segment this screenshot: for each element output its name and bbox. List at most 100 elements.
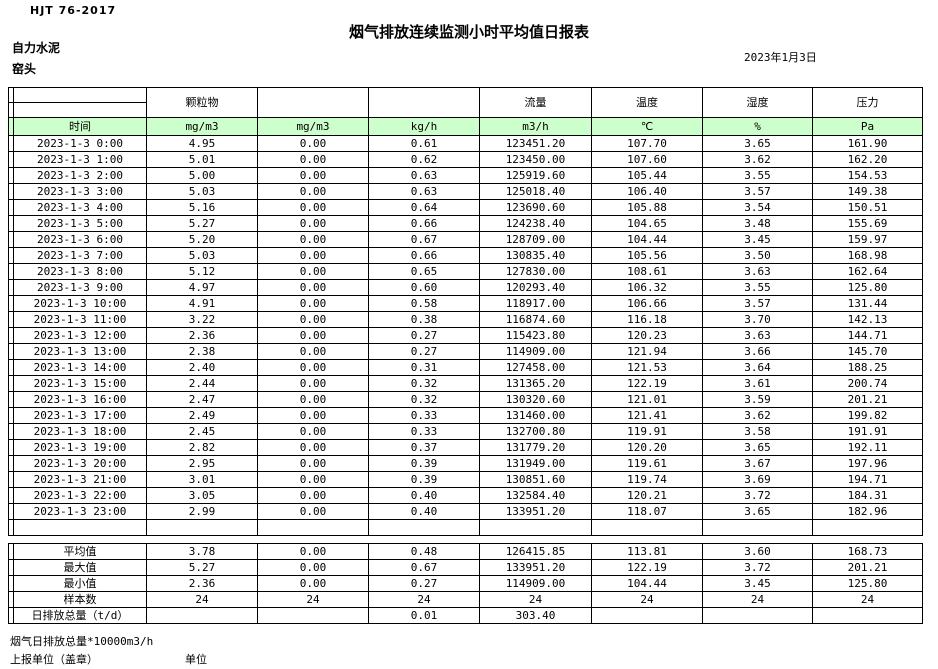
value-cell: 3.62: [702, 151, 813, 168]
value-cell: 122.19: [591, 375, 703, 392]
value-cell: 131949.00: [479, 455, 592, 472]
value-cell: 162.64: [812, 263, 923, 280]
value-cell: 118.07: [591, 503, 703, 520]
value-cell: 0.00: [257, 503, 369, 520]
value-cell: 0.00: [257, 151, 369, 168]
summary-label-cell: 日排放总量（t/d）: [13, 607, 147, 624]
value-cell: 116874.60: [479, 311, 592, 328]
summary-value-cell: 0.00: [257, 543, 369, 560]
value-cell: 154.53: [812, 167, 923, 184]
value-cell: 127458.00: [479, 359, 592, 376]
summary-row: 最大值 5.27 0.00 0.67 133951.20 122.19 3.72 201.21: [8, 559, 923, 576]
value-cell: 3.22: [146, 311, 258, 328]
value-cell: 105.88: [591, 199, 703, 216]
summary-value-cell: 24: [702, 591, 813, 608]
value-cell: 150.51: [812, 199, 923, 216]
value-cell: 0.32: [368, 375, 480, 392]
summary-value-cell: 113.81: [591, 543, 703, 560]
summary-value-cell: 5.27: [146, 559, 258, 576]
value-cell: 3.57: [702, 183, 813, 200]
time-cell: 2023-1-3 20:00: [13, 455, 147, 472]
value-cell: 123690.60: [479, 199, 592, 216]
summary-value-cell: [702, 607, 813, 624]
empty-cell: [812, 519, 923, 536]
value-cell: 123450.00: [479, 151, 592, 168]
time-cell: 2023-1-3 6:00: [13, 231, 147, 248]
time-cell: 2023-1-3 3:00: [13, 183, 147, 200]
hourly-data-row: 2023-1-3 14:00 2.40 0.00 0.31 127458.00 121.5…: [8, 359, 923, 376]
value-cell: 119.61: [591, 455, 703, 472]
summary-value-cell: 104.44: [591, 575, 703, 592]
summary-value-cell: 168.73: [812, 543, 923, 560]
empty-row: [8, 519, 923, 536]
hourly-data-row: 2023-1-3 0:00 4.95 0.00 0.61 123451.20 107.70…: [8, 135, 923, 152]
value-cell: 104.44: [591, 231, 703, 248]
summary-value-cell: [146, 607, 258, 624]
value-cell: 114909.00: [479, 343, 592, 360]
hourly-data-row: 2023-1-3 16:00 2.47 0.00 0.32 130320.60 121.0…: [8, 391, 923, 408]
value-cell: 2.82: [146, 439, 258, 456]
summary-value-cell: 24: [368, 591, 480, 608]
value-cell: 0.40: [368, 503, 480, 520]
value-cell: 0.67: [368, 231, 480, 248]
hourly-data-row: 2023-1-3 17:00 2.49 0.00 0.33 131460.00 121.4…: [8, 407, 923, 424]
value-cell: 0.00: [257, 295, 369, 312]
value-cell: 3.72: [702, 487, 813, 504]
value-cell: 0.00: [257, 311, 369, 328]
value-cell: 107.70: [591, 135, 703, 152]
value-cell: 5.27: [146, 215, 258, 232]
value-cell: 131779.20: [479, 439, 592, 456]
value-cell: 3.62: [702, 407, 813, 424]
time-header-blank: [13, 87, 147, 103]
header-row-1: 颗粒物 流量 温度 湿度 压力: [8, 87, 923, 118]
value-cell: 2.95: [146, 455, 258, 472]
value-cell: 120.23: [591, 327, 703, 344]
value-cell: 0.00: [257, 391, 369, 408]
summary-value-cell: 0.67: [368, 559, 480, 576]
hourly-data-row: 2023-1-3 18:00 2.45 0.00 0.33 132700.80 119.9…: [8, 423, 923, 440]
flow-total-note: 烟气日排放总量*10000m3/h: [10, 635, 154, 648]
time-cell: 2023-1-3 18:00: [13, 423, 147, 440]
summary-value-cell: 122.19: [591, 559, 703, 576]
unit-cell: mg/m3: [257, 117, 369, 136]
value-cell: 197.96: [812, 455, 923, 472]
value-cell: 121.01: [591, 391, 703, 408]
value-cell: 0.00: [257, 183, 369, 200]
value-cell: 131365.20: [479, 375, 592, 392]
value-cell: 188.25: [812, 359, 923, 376]
value-cell: 106.40: [591, 183, 703, 200]
value-cell: 142.13: [812, 311, 923, 328]
value-cell: 0.66: [368, 247, 480, 264]
value-cell: 145.70: [812, 343, 923, 360]
unit-cell: Pa: [812, 117, 923, 136]
value-cell: 3.58: [702, 423, 813, 440]
value-cell: 3.55: [702, 279, 813, 296]
value-cell: 2.38: [146, 343, 258, 360]
time-cell: 2023-1-3 22:00: [13, 487, 147, 504]
value-cell: 0.00: [257, 343, 369, 360]
value-cell: 3.63: [702, 327, 813, 344]
time-cell: 2023-1-3 21:00: [13, 471, 147, 488]
unit-cell: m3/h: [479, 117, 592, 136]
value-cell: 108.61: [591, 263, 703, 280]
summary-row: 平均值 3.78 0.00 0.48 126415.85 113.81 3.60 168.73: [8, 543, 923, 560]
value-cell: 132700.80: [479, 423, 592, 440]
empty-cell: [257, 519, 369, 536]
hourly-data-row: 2023-1-3 5:00 5.27 0.00 0.66 124238.40 104.65…: [8, 215, 923, 232]
value-cell: 159.97: [812, 231, 923, 248]
value-cell: 3.45: [702, 231, 813, 248]
value-cell: 3.48: [702, 215, 813, 232]
time-cell: 2023-1-3 17:00: [13, 407, 147, 424]
value-cell: 105.56: [591, 247, 703, 264]
unit-cell: mg/m3: [146, 117, 258, 136]
hourly-data-row: 2023-1-3 6:00 5.20 0.00 0.67 128709.00 104.44…: [8, 231, 923, 248]
value-cell: 130851.60: [479, 471, 592, 488]
value-cell: 0.27: [368, 327, 480, 344]
report-date: 2023年1月3日: [744, 51, 817, 64]
value-cell: 0.33: [368, 423, 480, 440]
value-cell: 5.20: [146, 231, 258, 248]
value-cell: 2.40: [146, 359, 258, 376]
column-group-header: 温度: [591, 87, 703, 118]
summary-value-cell: 2.36: [146, 575, 258, 592]
value-cell: 0.64: [368, 199, 480, 216]
